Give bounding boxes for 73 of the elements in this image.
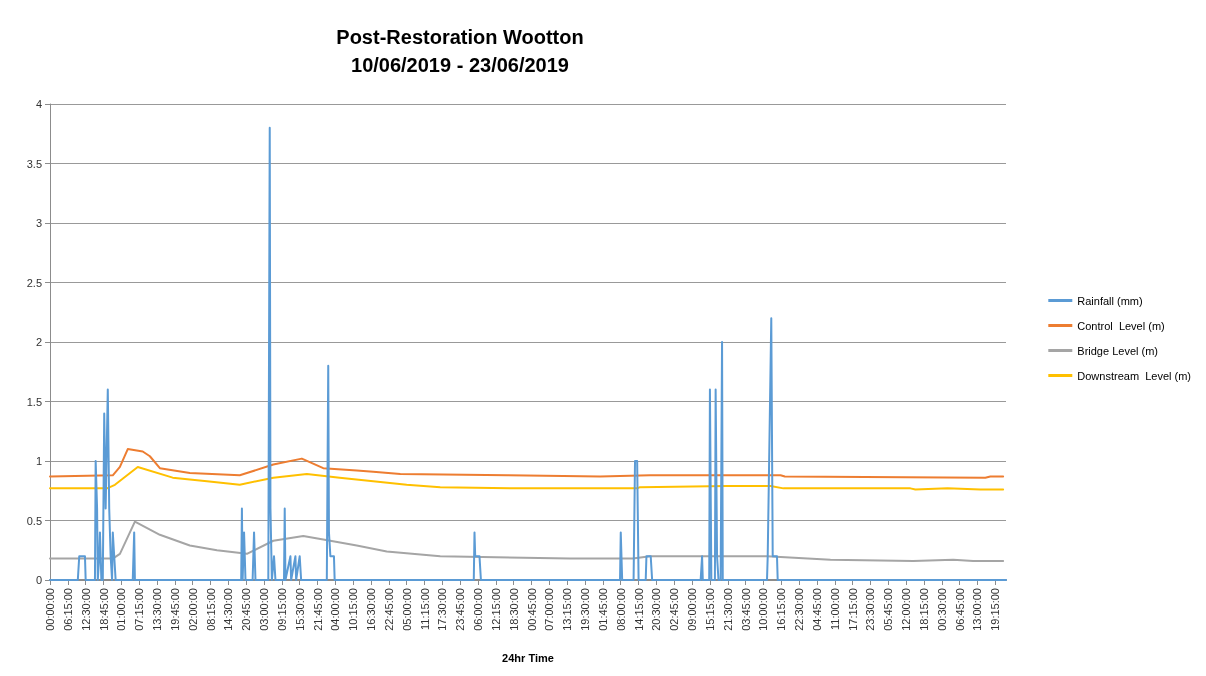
y-tick-label: 0.5	[26, 514, 42, 527]
y-tick-label: 4	[35, 98, 42, 110]
line-series	[49, 448, 1005, 479]
x-tick-label: 19:15:00	[989, 588, 1002, 631]
x-tick-label: 10:00:00	[757, 588, 770, 631]
x-tick-label: 23:30:00	[864, 588, 877, 631]
chart-subtitle: 10/06/2019 - 23/06/2019	[351, 54, 569, 76]
x-tick-label: 04:45:00	[810, 588, 823, 631]
x-tick-label: 06:45:00	[953, 588, 966, 631]
x-tick-label: 09:00:00	[686, 588, 699, 631]
x-tick-label: 13:30:00	[151, 588, 164, 631]
x-tick-label: 20:30:00	[650, 588, 663, 631]
x-tick-label: 12:30:00	[79, 588, 92, 631]
x-tick-label: 07:00:00	[543, 588, 556, 631]
x-tick-label: 19:30:00	[579, 588, 592, 631]
y-tick-label: 3.5	[26, 157, 42, 170]
x-tick-label: 18:30:00	[507, 588, 520, 631]
chart-title: Post-Restoration Wootton	[336, 26, 584, 48]
x-tick-label: 11:00:00	[828, 588, 841, 631]
x-tick-label: 02:00:00	[186, 588, 199, 631]
x-tick-label: 06:15:00	[61, 588, 74, 631]
x-tick-label: 05:45:00	[882, 588, 895, 631]
x-tick-label: 07:15:00	[133, 588, 146, 631]
x-tick-label: 16:15:00	[775, 588, 788, 631]
x-tick-label: 23:45:00	[454, 588, 467, 631]
y-tick-label: 1.5	[26, 395, 42, 408]
x-tick-label: 08:00:00	[614, 588, 627, 631]
x-tick-label: 21:45:00	[311, 588, 324, 631]
line-series	[49, 465, 1005, 491]
x-axis-title: 24hr Time	[502, 651, 554, 664]
x-tick-label: 22:45:00	[382, 588, 395, 631]
x-tick-label: 00:45:00	[525, 588, 538, 631]
x-tick-label: 09:15:00	[275, 588, 288, 631]
x-tick-label: 19:45:00	[168, 588, 181, 631]
x-tick-label: 15:30:00	[293, 588, 306, 631]
x-tick-label: 02:45:00	[668, 588, 681, 631]
x-tick-label: 20:45:00	[240, 588, 253, 631]
x-tick-label: 14:30:00	[222, 588, 235, 631]
x-tick-label: 16:30:00	[365, 588, 378, 631]
x-tick-label: 05:00:00	[400, 588, 413, 631]
x-tick-label: 01:45:00	[596, 588, 609, 631]
y-tick-label: 2	[35, 336, 42, 348]
x-tick-label: 04:00:00	[329, 588, 342, 631]
x-tick-label: 10:15:00	[347, 588, 360, 631]
x-tick-label: 21:30:00	[721, 588, 734, 631]
legend-label: Control Level (m)	[1077, 319, 1165, 332]
x-tick-label: 14:15:00	[632, 588, 645, 631]
y-tick-label: 0	[35, 574, 42, 586]
legend-label: Rainfall (mm)	[1077, 294, 1143, 307]
x-tick-label: 17:30:00	[436, 588, 449, 631]
x-tick-label: 18:45:00	[97, 588, 110, 631]
y-tick-label: 2.5	[26, 276, 42, 289]
x-tick-label: 11:15:00	[418, 588, 431, 631]
x-tick-label: 18:15:00	[917, 588, 930, 631]
x-tick-label: 00:00:00	[44, 588, 56, 631]
y-tick-label: 1	[35, 455, 42, 467]
x-tick-label: 06:00:00	[472, 588, 485, 631]
legend-label: Downstream Level (m)	[1077, 369, 1192, 382]
x-tick-label: 00:30:00	[935, 588, 948, 631]
x-tick-label: 13:00:00	[971, 588, 984, 631]
x-tick-label: 12:00:00	[900, 588, 913, 631]
x-tick-label: 03:00:00	[258, 588, 271, 631]
legend-label: Bridge Level (m)	[1077, 344, 1159, 357]
line-series	[49, 520, 1005, 562]
x-tick-label: 22:30:00	[793, 588, 806, 631]
x-tick-label: 13:15:00	[561, 588, 574, 631]
x-tick-label: 03:45:00	[739, 588, 752, 631]
x-tick-label: 01:00:00	[115, 588, 128, 631]
x-tick-label: 15:15:00	[703, 588, 716, 631]
x-tick-label: 08:15:00	[204, 588, 217, 631]
x-tick-label: 17:15:00	[846, 588, 859, 631]
x-tick-label: 12:15:00	[489, 588, 502, 631]
y-tick-label: 3	[35, 217, 42, 229]
